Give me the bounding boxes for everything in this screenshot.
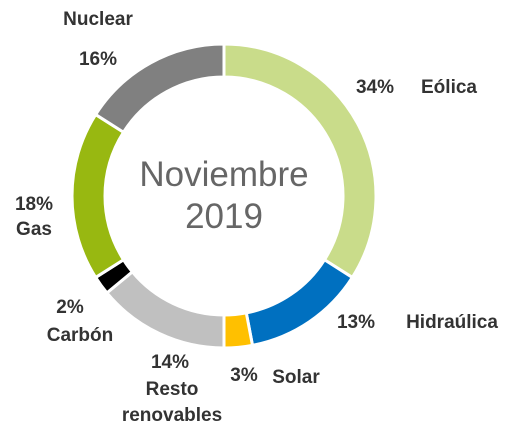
value-label: 13% xyxy=(336,312,376,333)
donut-slice xyxy=(93,42,226,135)
value-label: 34% xyxy=(355,77,395,98)
value-label: 16% xyxy=(78,49,118,70)
category-label: Hidraúlica xyxy=(406,312,498,333)
value-label: 14% xyxy=(150,352,190,373)
category-label: Solar xyxy=(272,367,320,388)
category-label: Carbón xyxy=(46,325,114,346)
category-label: Nuclear xyxy=(63,9,133,30)
donut-slice xyxy=(104,269,226,350)
center-title: Noviembre 2019 xyxy=(139,155,309,236)
value-label: 2% xyxy=(56,297,84,318)
category-label: Gas xyxy=(16,219,52,240)
category-label: Eólica xyxy=(421,77,477,98)
donut-slice xyxy=(222,311,255,350)
category-label: Resto renovables xyxy=(121,379,223,426)
donut-slice xyxy=(70,112,126,280)
value-label: 3% xyxy=(230,365,258,386)
value-label: 18% xyxy=(14,194,54,215)
